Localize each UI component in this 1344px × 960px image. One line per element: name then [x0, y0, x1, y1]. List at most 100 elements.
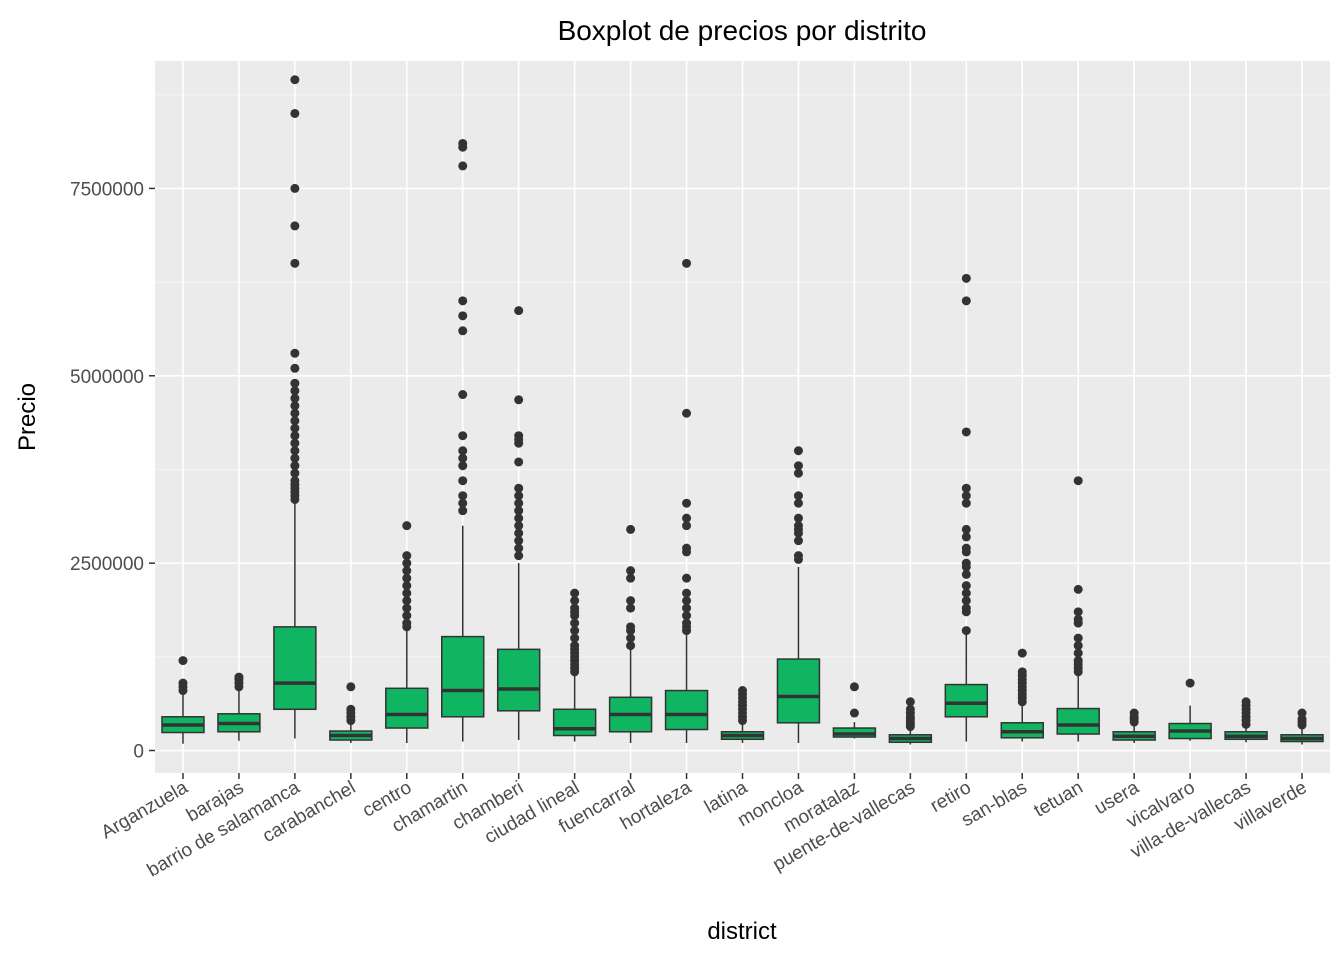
box-centro: [385, 521, 429, 744]
outlier-point: [570, 626, 580, 636]
outlier-point: [682, 521, 692, 531]
box-usera: [1112, 708, 1156, 744]
outlier-point: [290, 221, 300, 231]
outlier-point: [738, 686, 747, 696]
outlier-point: [402, 596, 412, 606]
outlier-point: [1297, 708, 1307, 718]
outlier-point: [290, 438, 300, 448]
outlier-point: [682, 611, 692, 621]
outlier-point: [1073, 614, 1083, 624]
outlier-point: [458, 161, 468, 171]
outlier-point: [458, 326, 468, 336]
outlier-point: [793, 521, 803, 531]
x-tick-label: Arganzuela: [98, 777, 192, 843]
outlier-point: [514, 498, 524, 508]
outlier-point: [514, 506, 524, 516]
outlier-point: [961, 273, 971, 283]
box-retiro: [944, 273, 989, 742]
outlier-point: [626, 641, 636, 651]
box-iqr: [944, 683, 989, 718]
outlier-point: [290, 378, 300, 388]
box-carabanchel: [329, 682, 373, 744]
outlier-point: [626, 633, 636, 643]
box-iqr: [496, 648, 541, 712]
outlier-point: [514, 528, 524, 538]
box-puente-de-vallecas: [888, 697, 933, 745]
outlier-point: [402, 573, 412, 583]
y-tick-label: 0: [133, 742, 144, 763]
outlier-point: [234, 672, 244, 682]
outlier-point: [346, 704, 356, 714]
outlier-point: [961, 603, 971, 613]
outlier-point: [402, 588, 412, 598]
outlier-point: [793, 551, 803, 561]
outlier-point: [1073, 648, 1083, 658]
outlier-point: [178, 656, 188, 666]
outlier-point: [1129, 708, 1139, 718]
box-moncloa: [776, 446, 821, 744]
outlier-point: [1073, 584, 1083, 594]
outlier-point: [290, 401, 300, 411]
outlier-point: [961, 524, 971, 534]
outlier-point: [290, 423, 300, 433]
box-ciudad-lineal: [552, 588, 597, 742]
outlier-point: [1017, 648, 1027, 658]
outlier-point: [290, 461, 300, 471]
outlier-point: [458, 491, 468, 501]
outlier-point: [626, 596, 636, 606]
outlier-point: [402, 521, 412, 531]
box-barrio-de-salamanca: [273, 75, 317, 739]
outlier-point: [849, 708, 859, 718]
outlier-point: [961, 569, 971, 579]
chart-title: Boxplot de precios por distrito: [558, 15, 927, 46]
y-tick-label: 7500000: [70, 179, 144, 200]
box-vicalvaro: [1168, 678, 1212, 741]
outlier-point: [514, 536, 524, 546]
outlier-point: [290, 363, 300, 373]
outlier-point: [458, 311, 468, 321]
outlier-point: [793, 498, 803, 508]
x-axis-title: district: [707, 918, 777, 945]
outlier-point: [1073, 476, 1083, 486]
outlier-point: [514, 521, 524, 531]
outlier-point: [290, 431, 300, 441]
outlier-point: [290, 453, 300, 463]
box-san-blas: [1000, 648, 1044, 742]
outlier-point: [514, 513, 524, 523]
outlier-point: [961, 626, 971, 636]
outlier-point: [402, 558, 412, 568]
outlier-point: [961, 532, 971, 542]
outlier-point: [682, 603, 692, 613]
box-iqr: [385, 687, 429, 729]
box-arganzuela: [161, 656, 205, 744]
outlier-point: [682, 588, 692, 598]
outlier-point: [961, 296, 971, 306]
outlier-point: [402, 551, 412, 561]
y-tick-label: 2500000: [70, 554, 144, 575]
outlier-point: [570, 588, 580, 598]
outlier-point: [458, 498, 468, 508]
outlier-point: [514, 431, 524, 441]
outlier-point: [793, 491, 803, 501]
outlier-point: [793, 461, 803, 471]
outlier-point: [514, 483, 524, 493]
outlier-point: [682, 618, 692, 628]
outlier-point: [290, 183, 300, 193]
outlier-point: [458, 431, 468, 441]
outlier-point: [290, 476, 300, 486]
outlier-point: [458, 296, 468, 306]
outlier-point: [961, 543, 971, 553]
outlier-point: [961, 588, 971, 598]
box-iqr: [776, 658, 821, 724]
y-tick-label: 5000000: [70, 367, 144, 388]
outlier-point: [1073, 633, 1083, 643]
outlier-point: [961, 596, 971, 606]
outlier-point: [402, 611, 412, 621]
box-latina: [720, 686, 765, 744]
outlier-point: [1073, 641, 1083, 651]
box-series: [161, 75, 1324, 745]
outlier-point: [626, 603, 636, 613]
outlier-point: [514, 543, 524, 553]
outlier-point: [905, 704, 915, 714]
